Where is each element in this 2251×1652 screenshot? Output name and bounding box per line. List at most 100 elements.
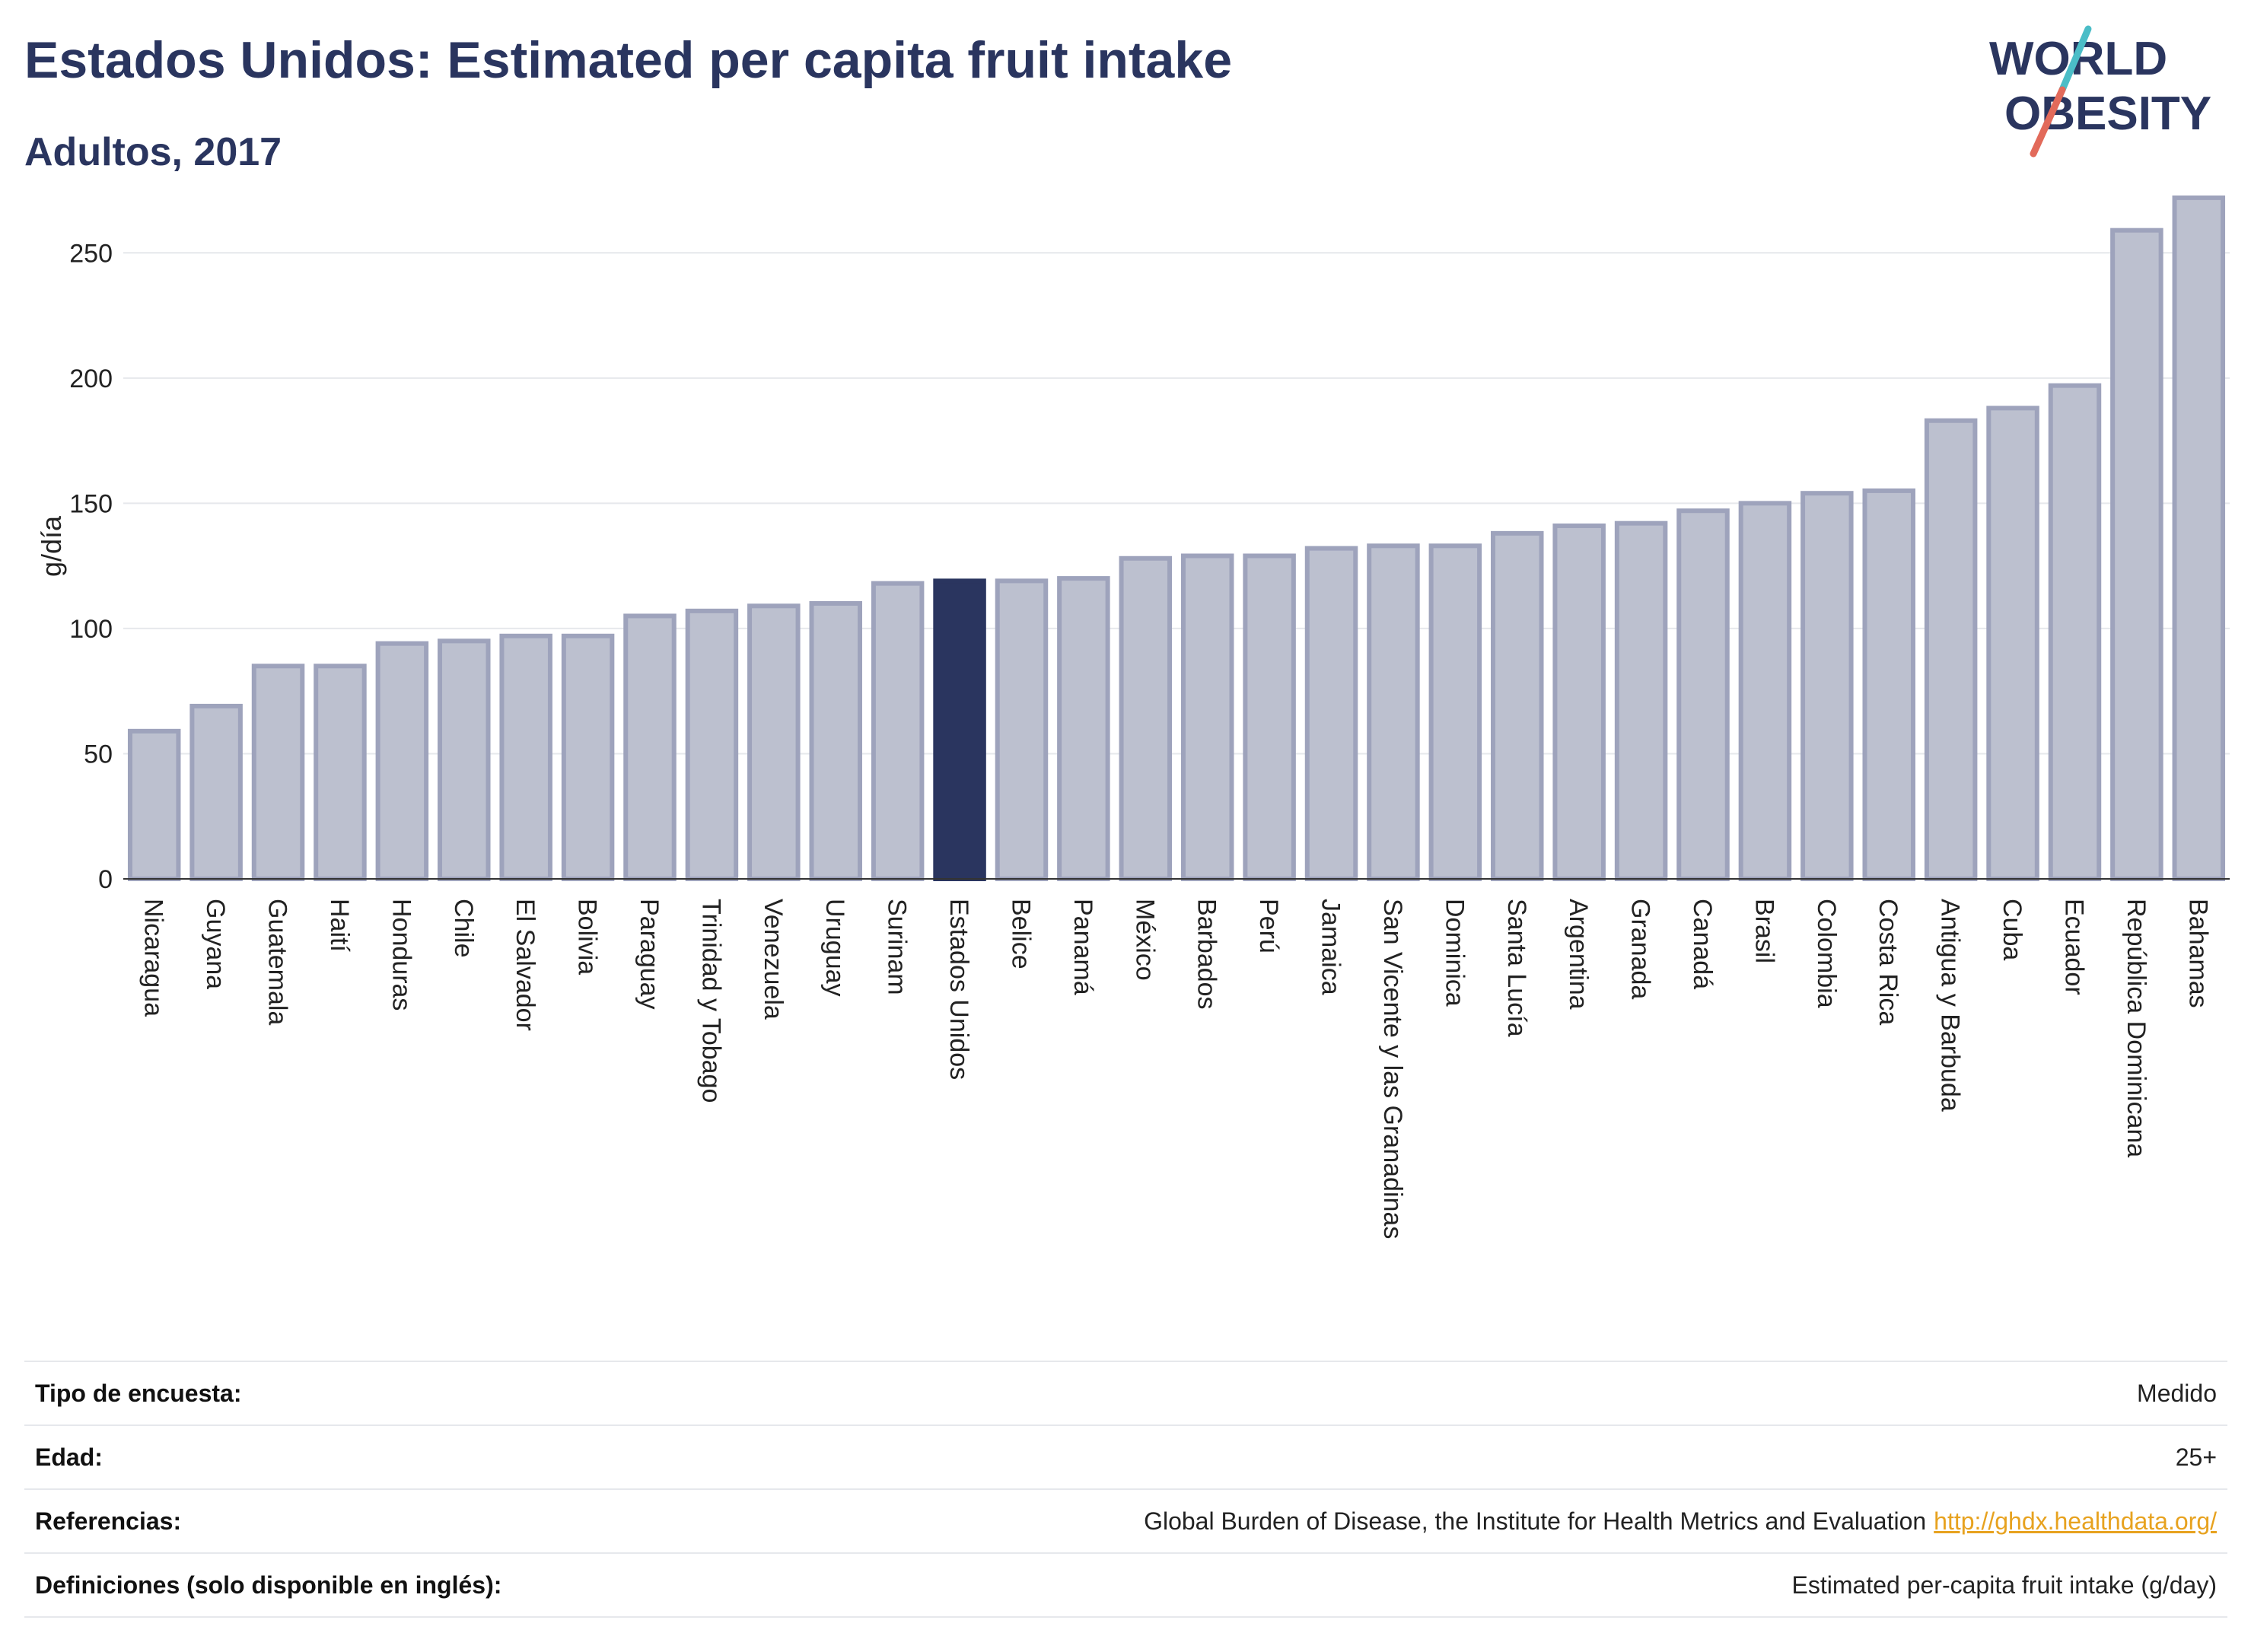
bar-surinam [871, 581, 925, 881]
bar-haití [314, 664, 367, 881]
bar-bahamas [2172, 195, 2226, 881]
y-tick-label: 100 [69, 615, 113, 644]
bar-panamá [1057, 576, 1110, 881]
y-axis-label: g/día [36, 515, 67, 578]
y-tick-label: 0 [98, 865, 113, 894]
bar-colombia [1800, 491, 1854, 881]
bar-san-vicente-y-las-granadinas [1367, 543, 1420, 881]
world-obesity-logo: WORLD OBESITY [1989, 25, 2211, 158]
bar-república-dominicana [2110, 228, 2163, 881]
x-tick-label: México [1130, 899, 1159, 981]
chart-subtitle: Adultos, 2017 [24, 130, 282, 174]
info-row-definitions: Definiciones (solo disponible en inglés)… [24, 1552, 2227, 1618]
bar-antigua-y-barbuda [1924, 418, 1978, 881]
info-key: Tipo de encuesta: [35, 1379, 242, 1407]
x-tick-label: Barbados [1192, 899, 1221, 1010]
bar-canadá [1676, 508, 1730, 882]
x-tick-label: Bolivia [573, 899, 602, 975]
bar-argentina [1552, 523, 1606, 881]
bar-honduras [375, 641, 429, 881]
x-tick-label: Chile [449, 899, 478, 957]
x-tick-label: Venezuela [759, 899, 788, 1020]
bar-chart: 0 50 100 150 200 250 Nicaragua Guyana Guatemala… [69, 195, 2230, 1239]
x-tick-label: Panamá [1068, 899, 1097, 995]
logo-line2: OBESITY [2004, 88, 2211, 140]
x-tick-label: Guatemala [263, 899, 292, 1025]
bar-trinidad-y-tobago [685, 608, 739, 881]
bar-jamaica [1304, 546, 1358, 881]
y-axis-ticks: 0 50 100 150 200 250 [69, 239, 113, 894]
x-tick-label: Surinam [883, 899, 912, 995]
bar-uruguay [809, 601, 862, 881]
bars [127, 195, 2226, 882]
reference-text: Global Burden of Disease, the Institute … [1144, 1507, 1927, 1535]
bar-méxico [1119, 555, 1173, 881]
x-tick-label: San Vicente y las Granadinas [1378, 899, 1407, 1239]
x-tick-label: Argentina [1564, 899, 1593, 1010]
bar-barbados [1180, 553, 1234, 881]
x-tick-label: Trinidad y Tobago [696, 899, 725, 1103]
x-tick-label: Nicaragua [139, 899, 168, 1017]
info-value: Medido [2137, 1379, 2217, 1407]
x-tick-label: Cuba [1998, 899, 2027, 960]
info-key: Definiciones (solo disponible en inglés)… [35, 1571, 502, 1599]
x-tick-label: Guyana [201, 899, 230, 989]
bar-guyana [189, 703, 243, 881]
bar-santa-lucía [1491, 530, 1544, 881]
x-tick-label: República Dominicana [2122, 899, 2151, 1157]
bar-cuba [1986, 406, 2039, 881]
info-value: 25+ [2175, 1443, 2217, 1471]
info-row-survey: Tipo de encuesta: Medido [24, 1361, 2227, 1424]
bar-dominica [1428, 543, 1482, 881]
logo-slash-bottom [2030, 86, 2066, 158]
info-row-age: Edad: 25+ [24, 1424, 2227, 1488]
x-tick-label: Uruguay [820, 899, 849, 997]
info-key: Edad: [35, 1443, 103, 1471]
x-tick-label: Perú [1254, 899, 1283, 953]
x-tick-label: Bahamas [2183, 899, 2212, 1008]
info-table: Tipo de encuesta: Medido Edad: 25+ Refer… [24, 1361, 2227, 1618]
bar-paraguay [623, 613, 677, 881]
x-tick-label: Granada [1626, 899, 1655, 999]
bar-guatemala [251, 664, 305, 881]
x-tick-label: Ecuador [2059, 899, 2088, 995]
logo-slash-top [2058, 25, 2092, 94]
y-tick-label: 200 [69, 364, 113, 393]
x-tick-label: Haití [325, 899, 354, 952]
x-tick-label: Honduras [387, 899, 415, 1011]
bar-bolivia [561, 633, 615, 881]
y-tick-label: 250 [69, 239, 113, 268]
x-axis-ticks: Nicaragua Guyana Guatemala Haití Honduras Chi… [139, 899, 2213, 1239]
bar-ecuador [2048, 383, 2102, 881]
bar-brasil [1738, 501, 1792, 881]
x-tick-label: Jamaica [1317, 899, 1345, 995]
reference-link[interactable]: http://ghdx.healthdata.org/ [1934, 1507, 2217, 1535]
bar-el-salvador [499, 633, 552, 881]
info-value: Global Burden of Disease, the Institute … [1144, 1507, 2227, 1536]
x-tick-label: Estados Unidos [944, 899, 973, 1080]
bar-estados-unidos [933, 578, 986, 882]
x-tick-label: Costa Rica [1874, 899, 1902, 1025]
x-tick-label: Canadá [1688, 899, 1717, 989]
x-tick-label: Belice [1006, 899, 1035, 969]
bar-belice [995, 578, 1049, 882]
bar-venezuela [747, 603, 801, 881]
info-value: Estimated per-capita fruit intake (g/day… [1791, 1571, 2217, 1599]
bar-nicaragua [127, 728, 181, 881]
bar-costa-rica [1862, 488, 1915, 882]
chart-title: Estados Unidos: Estimated per capita fru… [24, 31, 1233, 89]
x-tick-label: Brasil [1750, 899, 1778, 963]
y-tick-label: 150 [69, 489, 113, 518]
x-tick-label: Colombia [1812, 899, 1841, 1008]
bar-granada [1614, 520, 1668, 881]
x-tick-label: Santa Lucía [1502, 899, 1531, 1037]
x-tick-label: Antigua y Barbuda [1936, 899, 1965, 1112]
x-tick-label: Paraguay [635, 899, 664, 1010]
bar-chile [438, 638, 491, 881]
x-tick-label: Dominica [1440, 899, 1469, 1007]
y-tick-label: 50 [84, 740, 113, 769]
info-key: Referencias: [35, 1507, 182, 1535]
bar-perú [1243, 553, 1296, 881]
x-tick-label: El Salvador [511, 899, 540, 1031]
info-row-references: Referencias: Global Burden of Disease, t… [24, 1488, 2227, 1552]
